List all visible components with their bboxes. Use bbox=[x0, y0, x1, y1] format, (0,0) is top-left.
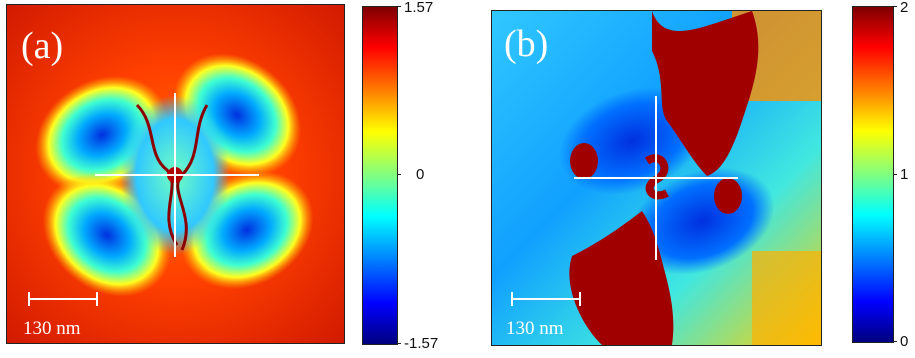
colorbar-b bbox=[852, 6, 894, 343]
colorbar-a-min: -1.57 bbox=[404, 335, 439, 352]
phase-map-a-image bbox=[7, 5, 344, 343]
panel-label-b: (b) bbox=[504, 23, 549, 65]
phase-map-a: (a) 130 nm bbox=[6, 4, 345, 344]
colorbar-a-max: 1.57 bbox=[404, 0, 434, 16]
colorbar-b-mid: 1 bbox=[900, 166, 909, 183]
panel-label-a: (a) bbox=[21, 25, 64, 67]
colorbar-b-max: 2 bbox=[900, 0, 909, 16]
colorbar-a bbox=[362, 6, 398, 345]
phase-map-b: (b) 130 nm bbox=[491, 10, 822, 346]
scale-bar-label-b: 130 nm bbox=[506, 318, 564, 339]
scale-bar-label-a: 130 nm bbox=[23, 318, 81, 339]
colorbar-b-min: 0 bbox=[900, 333, 909, 350]
phase-map-b-image bbox=[492, 11, 821, 345]
colorbar-a-mid: 0 bbox=[416, 166, 425, 183]
